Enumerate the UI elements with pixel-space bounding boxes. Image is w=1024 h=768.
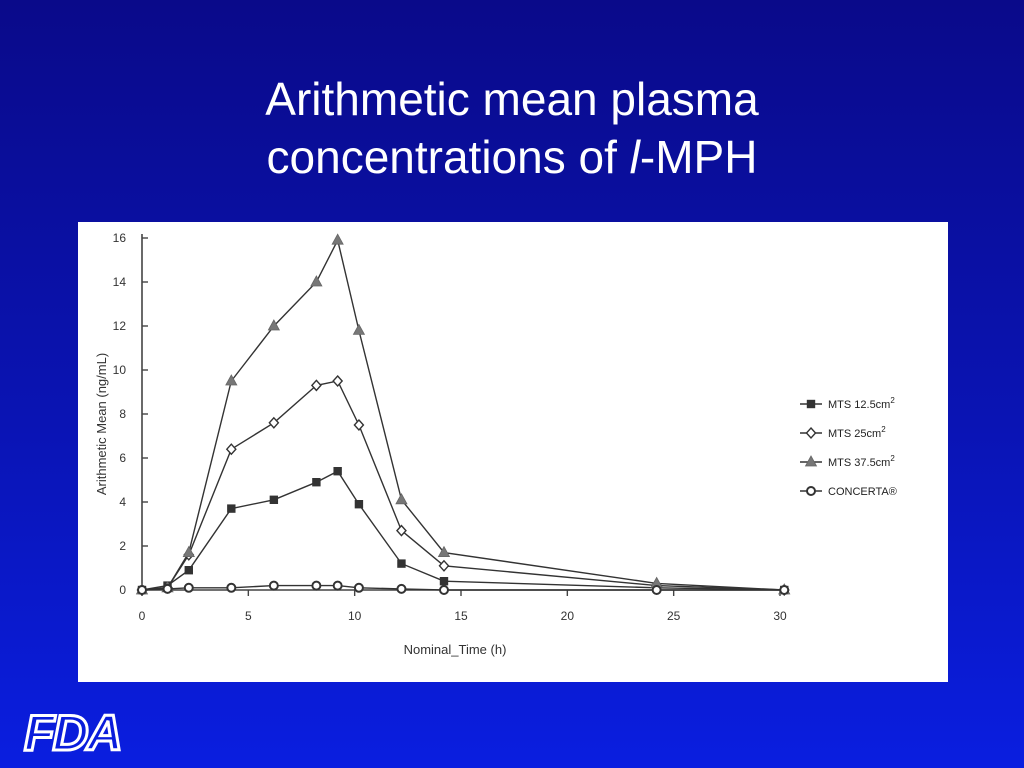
data-point	[332, 374, 344, 388]
data-point	[227, 504, 236, 513]
y-tick-label: 16	[113, 231, 127, 245]
series-4	[137, 580, 790, 595]
data-point	[267, 319, 281, 331]
y-tick-label: 8	[119, 407, 126, 421]
y-tick-label: 12	[113, 319, 127, 333]
legend-label-superscript: 2	[890, 454, 895, 463]
series-line	[141, 380, 785, 591]
data-point	[396, 583, 407, 594]
x-tick-label: 0	[139, 609, 146, 623]
y-tick-label: 14	[113, 275, 127, 289]
data-point	[395, 492, 408, 505]
data-point	[353, 418, 365, 432]
legend-marker	[806, 486, 816, 496]
data-point	[268, 416, 280, 429]
x-tick-label: 15	[454, 609, 468, 623]
title-italic-l: l	[629, 131, 640, 183]
y-tick-label: 0	[119, 583, 126, 597]
y-tick-label: 2	[119, 539, 126, 553]
data-point	[184, 566, 193, 575]
data-point	[311, 580, 322, 591]
legend-label: MTS 37.5cm2	[828, 454, 895, 469]
x-tick-label: 10	[348, 609, 362, 623]
data-point	[310, 275, 323, 287]
legend-label-superscript: 2	[881, 425, 886, 434]
series-line	[141, 238, 785, 591]
y-tick-label: 6	[119, 451, 126, 465]
data-point	[438, 585, 449, 595]
x-tick-label: 30	[773, 609, 787, 623]
data-point	[183, 582, 194, 593]
legend-item: MTS 25cm2	[800, 425, 886, 440]
data-point	[310, 379, 322, 392]
y-tick-label: 10	[113, 363, 127, 377]
legend-marker	[804, 455, 818, 467]
series-3	[135, 233, 791, 595]
x-axis-label: Nominal_Time (h)	[404, 642, 507, 657]
title-line-1: Arithmetic mean plasma	[265, 73, 759, 125]
legend-marker	[806, 399, 816, 409]
legend: MTS 12.5cm2 MTS 25cm2 MTS 37.5cm2 CONCERTA®	[800, 396, 897, 498]
chart-panel: 0 2 4 6 8 10 12 14 16 0 5 10 15 20 25 30 Nominal_Time (h…	[78, 222, 948, 682]
data-point	[226, 582, 237, 593]
legend-label-superscript: 2	[890, 396, 895, 405]
title-line-2-prefix: concentrations of	[266, 131, 630, 183]
data-point	[332, 580, 343, 591]
data-point	[396, 524, 407, 537]
data-point	[651, 585, 662, 595]
series-2	[136, 374, 790, 597]
data-point	[333, 467, 342, 476]
data-point	[439, 577, 449, 586]
x-tick-label: 20	[561, 609, 575, 623]
series-1	[137, 467, 789, 595]
data-point	[438, 559, 450, 572]
data-point	[437, 545, 451, 558]
data-point	[353, 582, 364, 593]
legend-marker	[805, 426, 817, 440]
legend-item: MTS 37.5cm2	[800, 454, 895, 469]
title-line-2: concentrations of l-MPH	[0, 128, 1024, 186]
data-point	[397, 559, 406, 568]
data-point	[779, 585, 790, 595]
series-line	[141, 470, 785, 591]
legend-label: CONCERTA®	[828, 486, 897, 498]
legend-item: MTS 12.5cm2	[800, 396, 895, 411]
legend-label: MTS 12.5cm2	[828, 396, 895, 411]
title-line-2-suffix: -MPH	[639, 131, 758, 183]
data-point	[225, 443, 237, 456]
data-point	[268, 580, 279, 591]
x-tick-label: 5	[245, 609, 252, 623]
data-point	[162, 583, 173, 594]
data-point	[225, 374, 238, 386]
legend-label: MTS 25cm2	[828, 425, 886, 440]
fda-logo: FDA	[23, 704, 125, 759]
data-point	[331, 233, 344, 245]
fda-logo-text: FDA	[24, 705, 121, 758]
x-tick-label: 25	[667, 609, 681, 623]
slide-title: Arithmetic mean plasma concentrations of…	[0, 70, 1024, 186]
y-axis-label: Arithmetic Mean (ng/mL)	[94, 353, 109, 495]
data-point	[269, 495, 279, 504]
data-point	[312, 478, 321, 487]
legend-item: CONCERTA®	[800, 486, 897, 498]
data-point	[182, 545, 195, 558]
y-tick-label: 4	[119, 495, 126, 509]
data-point	[354, 500, 364, 509]
data-point	[137, 585, 147, 595]
line-chart: 0 2 4 6 8 10 12 14 16 0 5 10 15 20 25 30 Nominal_Time (h…	[94, 231, 897, 657]
data-point	[352, 323, 366, 335]
